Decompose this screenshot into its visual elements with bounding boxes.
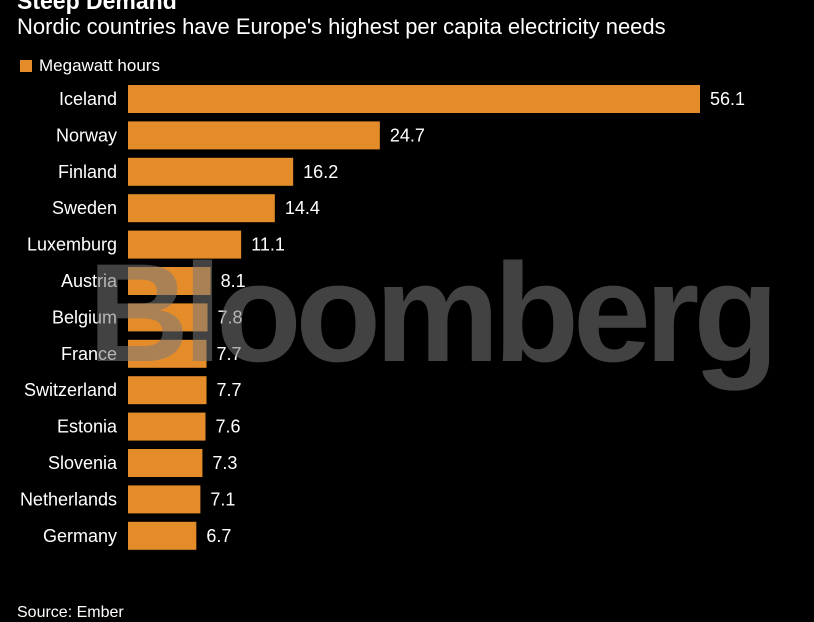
category-label: Slovenia	[48, 453, 118, 473]
value-label: 7.7	[217, 344, 242, 364]
source-note: Source: Ember	[17, 604, 124, 621]
category-label: Estonia	[57, 417, 118, 437]
value-label: 7.1	[210, 489, 235, 509]
value-label: 56.1	[710, 89, 745, 109]
value-label: 7.3	[212, 453, 237, 473]
value-label: 16.2	[303, 162, 338, 182]
bar-switzerland	[128, 376, 207, 405]
legend: Megawatt hours	[20, 56, 160, 76]
category-label: Switzerland	[24, 380, 117, 400]
value-label: 7.7	[217, 380, 242, 400]
bar-austria	[128, 267, 211, 295]
category-label: Germany	[43, 526, 117, 546]
legend-label: Megawatt hours	[39, 56, 160, 75]
value-label: 14.4	[285, 198, 320, 218]
bar-belgium	[128, 303, 208, 332]
category-label: Iceland	[59, 89, 117, 109]
category-label: Finland	[58, 162, 117, 182]
bar-finland	[128, 157, 294, 186]
bar-estonia	[128, 412, 206, 441]
value-label: 7.6	[215, 417, 240, 437]
category-label: Sweden	[52, 198, 117, 218]
bar-iceland	[128, 85, 700, 113]
bar-germany	[128, 521, 197, 550]
category-label: Luxemburg	[27, 235, 117, 255]
value-label: 11.1	[251, 235, 285, 255]
bar-sweden	[128, 194, 275, 223]
legend-swatch	[20, 60, 32, 72]
category-label: France	[61, 344, 117, 364]
value-label: 6.7	[206, 526, 231, 546]
value-label: 8.1	[221, 271, 246, 291]
category-label: Austria	[61, 271, 118, 291]
bar-luxemburg	[128, 230, 242, 259]
bar-netherlands	[128, 485, 201, 514]
value-label: 7.8	[218, 307, 243, 327]
bar-norway	[128, 121, 380, 150]
value-label: 24.7	[390, 125, 425, 145]
category-label: Belgium	[52, 307, 117, 327]
category-label: Netherlands	[20, 489, 117, 509]
chart-subtitle: Nordic countries have Europe's highest p…	[17, 14, 666, 39]
chart-title: Steep Demand	[17, 0, 177, 14]
bar-slovenia	[128, 449, 203, 477]
category-label: Norway	[56, 125, 117, 145]
bar-france	[128, 339, 207, 368]
